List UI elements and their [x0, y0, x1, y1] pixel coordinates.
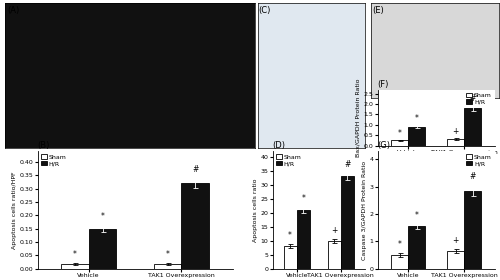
Legend: Sham, H/R: Sham, H/R — [466, 154, 492, 166]
Bar — [296, 210, 310, 269]
Text: +: + — [452, 127, 459, 136]
Bar — [392, 140, 408, 146]
Bar — [464, 108, 481, 146]
Bar — [448, 139, 464, 146]
Y-axis label: Apoptosis cells ratio/HPF: Apoptosis cells ratio/HPF — [12, 171, 17, 249]
Text: *: * — [100, 213, 104, 221]
Text: +: + — [331, 226, 338, 235]
Text: #: # — [344, 160, 350, 169]
Text: (G): (G) — [378, 141, 390, 150]
Bar — [182, 183, 210, 269]
Text: (E): (E) — [372, 6, 384, 15]
Text: #: # — [470, 94, 476, 103]
Bar — [60, 264, 88, 269]
Y-axis label: Caspase 3/GAPDH Protein Ratio: Caspase 3/GAPDH Protein Ratio — [362, 160, 366, 260]
Text: *: * — [72, 250, 76, 259]
Bar — [341, 176, 354, 269]
Bar — [408, 127, 425, 146]
Bar — [448, 251, 464, 269]
Bar — [328, 241, 341, 269]
Y-axis label: Apoptosis cells ratio: Apoptosis cells ratio — [252, 178, 258, 242]
Bar — [284, 246, 296, 269]
Text: (D): (D) — [272, 141, 285, 150]
Text: (F): (F) — [378, 80, 389, 89]
Text: *: * — [302, 194, 306, 203]
Bar — [88, 229, 117, 269]
Text: #: # — [192, 165, 198, 174]
Y-axis label: Bax/GAPDH Protein Ratio: Bax/GAPDH Protein Ratio — [356, 78, 360, 157]
Text: +: + — [452, 236, 459, 245]
Legend: Sham, H/R: Sham, H/R — [466, 93, 492, 105]
Text: *: * — [398, 240, 402, 249]
Text: *: * — [414, 211, 418, 220]
Text: *: * — [398, 129, 402, 138]
Text: (B): (B) — [38, 141, 50, 150]
Legend: Sham, H/R: Sham, H/R — [40, 154, 66, 166]
Text: *: * — [166, 250, 170, 259]
Legend: Sham, H/R: Sham, H/R — [276, 154, 301, 166]
Text: (A): (A) — [8, 6, 20, 15]
Bar — [408, 227, 425, 269]
Text: #: # — [470, 172, 476, 181]
Text: (C): (C) — [258, 6, 271, 15]
Bar — [464, 191, 481, 269]
Bar — [154, 264, 182, 269]
Text: *: * — [414, 114, 418, 123]
Bar — [392, 255, 408, 269]
Text: *: * — [288, 231, 292, 240]
